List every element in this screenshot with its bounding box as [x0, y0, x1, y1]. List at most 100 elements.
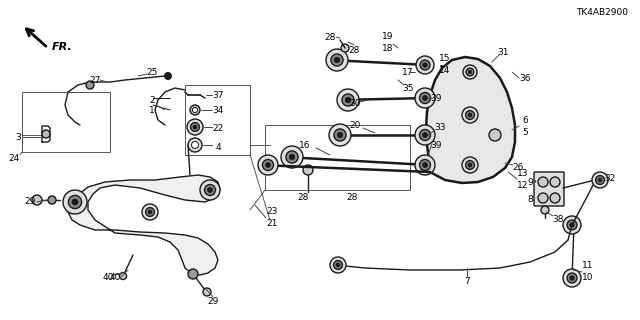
Circle shape: [331, 54, 343, 66]
Circle shape: [303, 165, 313, 175]
Circle shape: [592, 172, 608, 188]
Circle shape: [205, 290, 209, 294]
Text: 28: 28: [346, 193, 358, 202]
Circle shape: [191, 141, 198, 148]
Text: 11: 11: [582, 260, 594, 269]
Text: 23: 23: [266, 207, 278, 217]
Circle shape: [570, 223, 574, 227]
Text: FR.: FR.: [52, 42, 73, 52]
Circle shape: [329, 124, 351, 146]
Circle shape: [466, 161, 474, 169]
Circle shape: [466, 111, 474, 119]
Text: 28: 28: [348, 45, 360, 54]
Bar: [185, 85, 250, 155]
Text: 20: 20: [349, 121, 361, 130]
Text: 39: 39: [430, 140, 442, 149]
Circle shape: [336, 263, 340, 267]
Bar: [22, 92, 110, 152]
Text: 9: 9: [527, 178, 533, 187]
Text: 32: 32: [604, 173, 616, 182]
Circle shape: [120, 273, 127, 279]
Text: 27: 27: [90, 76, 100, 84]
Text: 33: 33: [435, 123, 445, 132]
Text: 4: 4: [215, 142, 221, 151]
Circle shape: [305, 167, 310, 172]
Circle shape: [148, 210, 152, 214]
Circle shape: [193, 125, 197, 129]
Circle shape: [538, 177, 548, 187]
Circle shape: [337, 89, 359, 111]
Circle shape: [541, 206, 549, 214]
Text: 31: 31: [497, 47, 509, 57]
Circle shape: [334, 57, 340, 63]
Text: 26: 26: [512, 163, 524, 172]
Circle shape: [538, 193, 548, 203]
Circle shape: [42, 130, 50, 138]
Circle shape: [142, 204, 158, 220]
Circle shape: [188, 269, 198, 279]
Circle shape: [342, 94, 354, 106]
Circle shape: [415, 88, 435, 108]
Circle shape: [63, 190, 87, 214]
Circle shape: [258, 155, 278, 175]
Circle shape: [286, 151, 298, 163]
Circle shape: [333, 260, 342, 269]
Circle shape: [205, 185, 216, 196]
Circle shape: [32, 195, 42, 205]
Circle shape: [567, 220, 577, 230]
Text: 17: 17: [403, 68, 413, 76]
Text: 34: 34: [212, 106, 224, 115]
Text: 29: 29: [24, 197, 36, 206]
Circle shape: [543, 208, 547, 212]
Bar: [265, 125, 410, 190]
Circle shape: [567, 273, 577, 283]
Circle shape: [419, 92, 431, 103]
Text: 5: 5: [522, 127, 528, 137]
Circle shape: [341, 44, 349, 52]
Circle shape: [193, 108, 198, 113]
Circle shape: [345, 97, 351, 103]
Circle shape: [563, 269, 581, 287]
Circle shape: [419, 130, 431, 140]
Text: 37: 37: [212, 91, 224, 100]
Circle shape: [462, 157, 478, 173]
Circle shape: [146, 208, 154, 216]
Text: 1: 1: [149, 106, 155, 115]
Circle shape: [203, 288, 211, 296]
Circle shape: [207, 188, 212, 193]
Circle shape: [68, 196, 82, 209]
Text: 3: 3: [15, 132, 21, 141]
Circle shape: [422, 132, 428, 138]
Circle shape: [468, 70, 472, 74]
Circle shape: [570, 276, 574, 280]
Circle shape: [462, 107, 478, 123]
Circle shape: [598, 178, 602, 182]
Circle shape: [191, 123, 200, 132]
Circle shape: [121, 274, 125, 278]
Text: 28: 28: [298, 193, 308, 202]
Text: 24: 24: [8, 154, 20, 163]
Circle shape: [550, 193, 560, 203]
Circle shape: [86, 81, 94, 89]
Circle shape: [415, 155, 435, 175]
Circle shape: [281, 146, 303, 168]
Circle shape: [468, 163, 472, 167]
Text: 40: 40: [109, 274, 121, 283]
Circle shape: [190, 105, 200, 115]
FancyBboxPatch shape: [534, 172, 564, 206]
Text: 28: 28: [324, 33, 336, 42]
Circle shape: [596, 176, 604, 184]
Text: 8: 8: [527, 196, 533, 204]
Circle shape: [343, 46, 347, 50]
Text: 18: 18: [382, 44, 394, 52]
Polygon shape: [426, 57, 515, 183]
Text: 35: 35: [403, 84, 413, 92]
Circle shape: [415, 125, 435, 145]
Circle shape: [466, 68, 474, 76]
Text: 12: 12: [517, 180, 529, 189]
Circle shape: [48, 196, 56, 204]
Text: 30: 30: [349, 99, 361, 108]
Circle shape: [468, 113, 472, 117]
Text: 10: 10: [582, 274, 594, 283]
Text: 2: 2: [149, 95, 155, 105]
